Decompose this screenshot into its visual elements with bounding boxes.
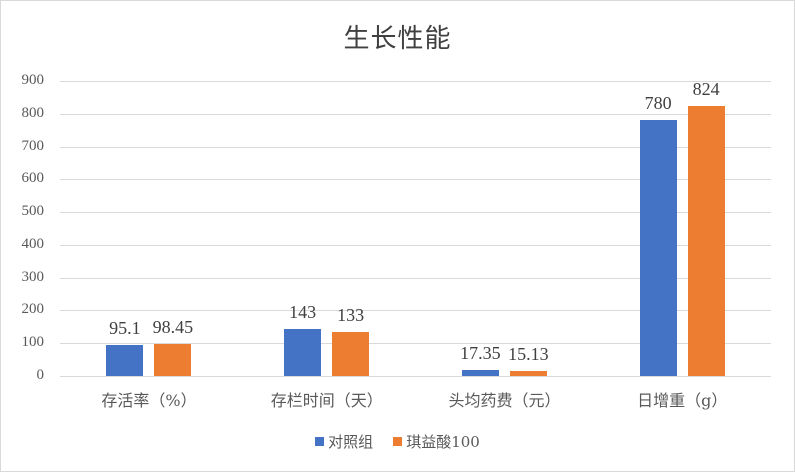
x-category-label: 存栏时间（天） xyxy=(270,391,383,410)
y-tick-label: 300 xyxy=(21,269,45,285)
bar-treatment xyxy=(154,344,192,376)
chart-title: 生长性能 xyxy=(343,24,452,54)
data-label: 17.35 xyxy=(460,343,501,363)
gridline xyxy=(60,278,771,279)
data-label: 133 xyxy=(337,305,365,325)
gridline xyxy=(60,212,771,213)
bar-control xyxy=(461,370,499,376)
legend-item: 琪益酸100 xyxy=(393,431,480,452)
legend: 对照组 琪益酸100 xyxy=(0,431,795,452)
y-tick-label: 900 xyxy=(21,72,45,88)
gridline xyxy=(60,81,771,82)
legend-swatch-icon xyxy=(315,437,325,446)
bar-control xyxy=(106,345,144,376)
y-tick-label: 200 xyxy=(21,301,45,317)
legend-item: 对照组 xyxy=(315,431,373,452)
data-label: 780 xyxy=(644,93,672,113)
bar-treatment xyxy=(687,106,725,376)
x-category-label: 存活率（%） xyxy=(101,391,197,410)
y-tick-label: 400 xyxy=(21,236,45,252)
x-category-label: 头均药费（元） xyxy=(448,391,561,410)
data-label: 95.1 xyxy=(109,318,141,338)
data-label: 98.45 xyxy=(152,317,194,337)
bar-control xyxy=(284,329,322,376)
data-label: 15.13 xyxy=(508,344,549,364)
data-label: 143 xyxy=(289,302,317,322)
gridline xyxy=(60,147,771,148)
gridline xyxy=(60,376,771,377)
bar-treatment xyxy=(332,332,370,376)
y-tick-label: 0 xyxy=(36,367,45,383)
gridline xyxy=(60,343,771,344)
gridline xyxy=(60,179,771,180)
x-category-label: 日增重（g） xyxy=(637,391,728,410)
y-tick-label: 700 xyxy=(21,138,45,154)
bar-treatment xyxy=(509,371,547,376)
gridline xyxy=(60,310,771,311)
y-tick-label: 600 xyxy=(21,170,45,186)
y-tick-label: 100 xyxy=(21,334,45,350)
legend-label: 琪益酸100 xyxy=(406,433,480,451)
gridline xyxy=(60,245,771,246)
y-tick-label: 800 xyxy=(21,105,45,121)
legend-swatch-icon xyxy=(393,437,403,446)
legend-label: 对照组 xyxy=(328,433,374,451)
y-tick-label: 500 xyxy=(21,203,45,219)
gridline xyxy=(60,114,771,115)
data-label: 824 xyxy=(692,79,720,99)
bar-control xyxy=(639,120,677,376)
